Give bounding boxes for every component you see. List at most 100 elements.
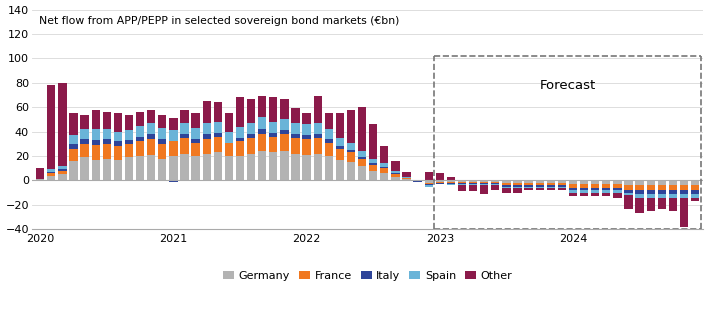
Bar [191,156,200,180]
Bar [225,132,233,143]
Bar [291,154,300,180]
Bar [558,188,566,190]
Bar [635,194,644,198]
Bar [347,110,355,143]
Bar [425,184,433,185]
Bar [303,124,311,135]
Bar [435,173,444,180]
Bar [113,142,122,146]
Bar [580,188,588,190]
Bar [236,98,244,127]
Bar [336,149,344,160]
Bar [213,133,222,136]
Bar [558,180,566,183]
Bar [569,184,577,188]
Bar [213,122,222,133]
Bar [80,144,89,157]
Bar [191,143,200,156]
Bar [658,185,666,190]
Bar [491,185,499,190]
Bar [113,160,122,180]
Bar [613,190,622,193]
Bar [147,155,155,180]
Bar [535,187,544,188]
Bar [613,193,622,198]
Bar [435,182,444,183]
Bar [525,185,532,187]
Bar [347,143,355,150]
Bar [136,136,144,142]
Text: Net flow from APP/PEPP in selected sovereign bond markets (€bn): Net flow from APP/PEPP in selected sover… [38,16,399,26]
Bar [225,156,233,180]
Bar [269,122,277,133]
Bar [236,156,244,180]
Bar [402,179,411,180]
Bar [191,128,200,139]
Bar [180,138,189,154]
Bar [136,142,144,156]
Bar [447,182,455,183]
Bar [469,184,477,185]
Bar [469,183,477,184]
Bar [280,151,289,180]
Bar [180,123,189,134]
Bar [91,110,100,129]
Bar [647,180,655,185]
Bar [558,185,566,187]
Bar [669,190,677,194]
Bar [613,188,622,190]
Bar [213,102,222,122]
Bar [535,180,544,183]
Bar [569,180,577,184]
Bar [203,154,211,180]
Bar [425,183,433,184]
Bar [336,113,344,138]
Bar [658,194,666,198]
Bar [313,123,322,134]
Bar [691,190,699,194]
Bar [535,183,544,185]
Bar [369,171,377,180]
Bar [591,180,599,184]
Bar [280,119,289,130]
Bar [269,133,277,136]
Bar [369,163,377,165]
Bar [458,182,466,183]
Bar [591,190,599,193]
Bar [513,188,522,193]
Bar [502,185,510,187]
Bar [136,112,144,126]
Bar [247,123,255,134]
Bar [225,143,233,156]
Bar [447,177,455,180]
Bar [480,184,489,185]
Bar [91,160,100,180]
Bar [547,183,555,185]
Bar [225,113,233,132]
Bar [58,171,67,174]
Bar [125,140,133,144]
Bar [103,112,111,129]
Bar [602,184,610,188]
Bar [635,190,644,194]
Bar [569,190,577,193]
Bar [380,173,389,180]
Bar [502,180,510,183]
Bar [269,136,277,152]
Bar [291,108,300,123]
Bar [313,96,322,123]
Bar [447,183,455,184]
Bar [291,123,300,134]
Bar [258,117,267,129]
Bar [169,130,177,142]
Bar [325,143,333,156]
Bar [47,176,55,180]
Bar [103,129,111,139]
Bar [525,187,532,188]
Bar [258,134,267,151]
Bar [269,152,277,180]
Bar [635,185,644,190]
Bar [402,178,411,179]
Bar [647,198,655,211]
Bar [413,180,422,182]
